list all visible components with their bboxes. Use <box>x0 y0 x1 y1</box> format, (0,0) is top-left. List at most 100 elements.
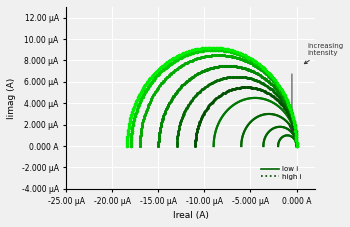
Point <box>127 117 133 121</box>
Point <box>176 124 182 128</box>
Point <box>162 77 168 81</box>
Point <box>240 54 246 58</box>
Point <box>265 85 271 89</box>
Point <box>165 64 170 68</box>
Point <box>174 144 180 148</box>
Point <box>152 91 158 94</box>
Point <box>292 126 298 130</box>
Point <box>293 134 299 138</box>
Point <box>215 48 220 52</box>
Point <box>268 74 274 78</box>
Point <box>292 126 298 129</box>
Point <box>157 67 163 70</box>
Point <box>228 88 233 92</box>
Point <box>216 65 222 68</box>
Point <box>176 127 182 130</box>
Point <box>287 111 293 114</box>
Point <box>236 75 241 78</box>
Point <box>143 111 148 114</box>
Point <box>209 81 215 85</box>
Point <box>213 65 218 69</box>
Point <box>234 86 240 90</box>
Point <box>199 55 205 59</box>
Point <box>170 95 175 99</box>
Point <box>228 54 233 58</box>
Point <box>145 105 150 109</box>
Point <box>136 103 142 106</box>
Point <box>189 98 195 101</box>
Point <box>285 102 290 106</box>
Point <box>205 106 210 109</box>
Point <box>208 102 213 106</box>
Point <box>284 103 289 106</box>
Point <box>254 72 260 75</box>
Point <box>272 79 278 83</box>
Point <box>287 110 293 113</box>
Point <box>273 80 278 84</box>
Point <box>128 144 134 148</box>
Point <box>135 96 141 100</box>
Point <box>141 92 147 96</box>
Point <box>131 118 137 122</box>
Point <box>251 58 256 62</box>
Point <box>166 103 171 107</box>
Point <box>211 98 217 102</box>
Point <box>293 130 299 133</box>
Point <box>157 129 162 133</box>
Point <box>212 53 217 57</box>
Point <box>158 124 163 128</box>
Point <box>216 78 222 81</box>
Point <box>131 105 137 109</box>
Point <box>206 104 212 107</box>
Point <box>236 65 242 69</box>
Point <box>236 86 241 90</box>
Point <box>287 107 293 111</box>
Point <box>266 72 271 76</box>
Point <box>219 77 224 81</box>
Point <box>212 97 218 101</box>
Point <box>261 68 267 71</box>
Point <box>197 47 203 50</box>
Point <box>228 88 234 92</box>
Point <box>258 88 264 92</box>
Point <box>279 89 284 93</box>
Point <box>156 137 161 140</box>
Point <box>204 68 210 71</box>
Point <box>211 46 217 49</box>
Point <box>234 86 240 90</box>
Point <box>249 77 254 81</box>
Point <box>157 127 163 130</box>
Point <box>293 138 299 141</box>
Point <box>273 80 279 84</box>
Point <box>222 91 227 94</box>
Point <box>250 77 256 81</box>
Point <box>136 104 141 107</box>
Point <box>132 114 138 118</box>
Point <box>270 76 276 80</box>
Point <box>279 94 284 98</box>
Point <box>164 106 169 110</box>
Point <box>194 72 199 76</box>
Point <box>207 82 213 86</box>
Point <box>271 80 277 84</box>
Point <box>138 137 143 140</box>
Point <box>293 136 299 139</box>
Point <box>225 89 231 93</box>
Point <box>130 122 136 125</box>
Point <box>223 76 229 79</box>
Point <box>220 76 226 80</box>
Point <box>216 78 222 81</box>
Point <box>288 113 294 116</box>
Point <box>269 76 275 79</box>
Point <box>210 48 216 52</box>
Point <box>226 54 232 58</box>
Point <box>264 84 270 88</box>
Point <box>217 77 223 81</box>
Point <box>210 66 216 69</box>
Point <box>284 99 289 102</box>
Point <box>186 78 191 81</box>
Point <box>280 92 285 96</box>
Point <box>146 84 152 88</box>
Point <box>199 116 204 120</box>
Point <box>257 73 262 77</box>
